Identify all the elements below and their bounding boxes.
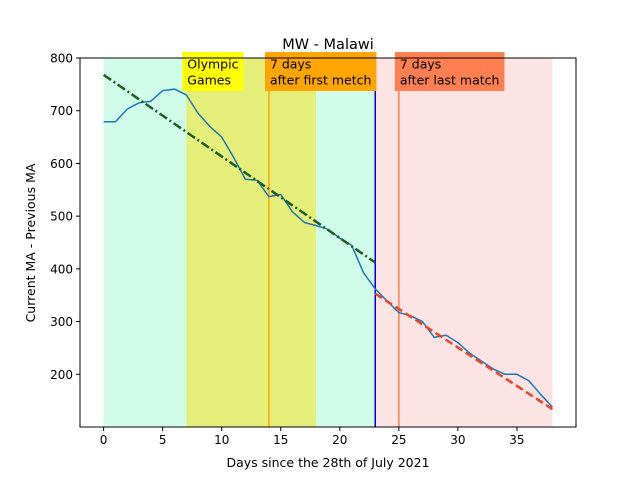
annotation-text-2-1: after last match bbox=[400, 73, 500, 88]
x-tick-label-20: 20 bbox=[332, 433, 347, 447]
annotation-text-2-0: 7 days bbox=[400, 57, 441, 72]
y-tick-label-800: 800 bbox=[50, 52, 73, 66]
annotation-text-0-1: Games bbox=[187, 73, 231, 88]
x-tick-label-35: 35 bbox=[509, 433, 524, 447]
y-tick-label-700: 700 bbox=[50, 104, 73, 118]
x-tick-label-30: 30 bbox=[450, 433, 465, 447]
region-band-1 bbox=[186, 58, 316, 427]
y-axis-label: Current MA - Previous MA bbox=[23, 163, 38, 322]
x-tick-label-5: 5 bbox=[159, 433, 167, 447]
region-band-3 bbox=[375, 58, 552, 427]
annotation-text-0-0: Olympic bbox=[187, 57, 238, 72]
x-axis-label: Days since the 28th of July 2021 bbox=[226, 455, 429, 470]
y-tick-label-500: 500 bbox=[50, 210, 73, 224]
region-band-0 bbox=[104, 58, 187, 427]
x-tick-label-10: 10 bbox=[214, 433, 229, 447]
x-tick-label-0: 0 bbox=[100, 433, 108, 447]
annotation-text-1-0: 7 days bbox=[270, 57, 311, 72]
x-tick-label-15: 15 bbox=[273, 433, 288, 447]
y-tick-label-300: 300 bbox=[50, 315, 73, 329]
annotation-text-1-1: after first metch bbox=[270, 73, 372, 88]
shaded-regions bbox=[104, 58, 553, 427]
y-tick-label-400: 400 bbox=[50, 262, 73, 276]
x-tick-label-25: 25 bbox=[391, 433, 406, 447]
y-tick-label-200: 200 bbox=[50, 368, 73, 382]
y-tick-label-600: 600 bbox=[50, 157, 73, 171]
chart-title: MW - Malawi bbox=[282, 37, 374, 53]
